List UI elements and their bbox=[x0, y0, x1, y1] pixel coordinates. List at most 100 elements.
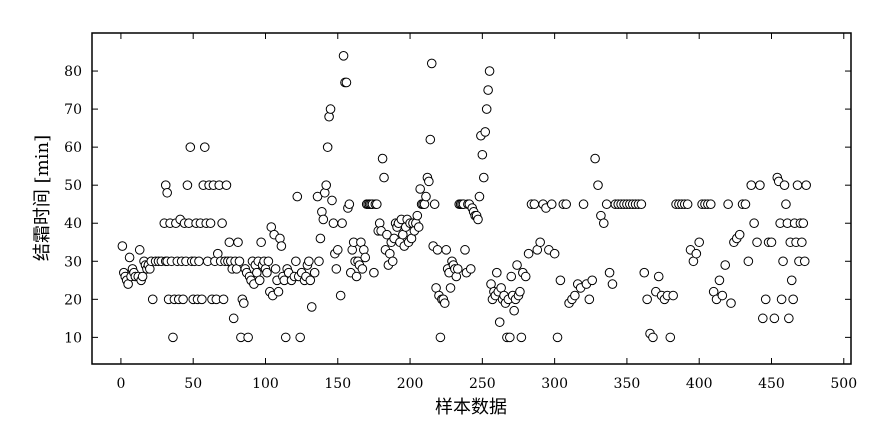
data-point bbox=[117, 241, 128, 251]
data-point bbox=[372, 199, 382, 210]
x-tick-label: 0 bbox=[116, 376, 125, 392]
data-point bbox=[309, 267, 320, 278]
data-point bbox=[432, 245, 443, 255]
data-point bbox=[439, 298, 450, 308]
data-point bbox=[426, 58, 437, 69]
data-point bbox=[478, 172, 489, 183]
data-point bbox=[324, 111, 334, 122]
data-point bbox=[137, 271, 148, 282]
data-point bbox=[786, 275, 797, 286]
data-point bbox=[598, 218, 609, 229]
data-point bbox=[552, 332, 563, 343]
data-point bbox=[755, 180, 765, 190]
data-point bbox=[593, 180, 603, 190]
data-point bbox=[221, 180, 232, 190]
data-point bbox=[419, 199, 430, 210]
data-point bbox=[512, 260, 522, 270]
data-point bbox=[331, 264, 342, 274]
data-point bbox=[477, 149, 488, 160]
data-point bbox=[601, 199, 612, 210]
data-point bbox=[505, 332, 515, 343]
data-point bbox=[412, 210, 423, 221]
y-tick-label: 60 bbox=[64, 140, 82, 156]
data-point bbox=[291, 256, 301, 267]
data-point bbox=[304, 256, 314, 267]
data-point bbox=[280, 332, 291, 343]
data-point bbox=[429, 199, 440, 210]
data-point bbox=[515, 286, 525, 297]
data-point bbox=[254, 275, 265, 286]
data-point bbox=[743, 256, 754, 267]
data-point bbox=[460, 245, 470, 255]
data-point bbox=[636, 199, 647, 210]
data-point bbox=[347, 245, 358, 255]
data-point bbox=[134, 245, 145, 255]
plot-frame bbox=[91, 32, 852, 365]
data-point bbox=[182, 180, 193, 190]
data-point bbox=[723, 199, 733, 210]
data-point bbox=[535, 237, 545, 248]
x-tick-label: 150 bbox=[324, 376, 351, 392]
data-point bbox=[607, 279, 618, 289]
data-point bbox=[474, 191, 485, 202]
data-point bbox=[344, 199, 355, 210]
data-point bbox=[292, 191, 303, 202]
y-tick-label: 20 bbox=[64, 292, 82, 308]
data-point bbox=[561, 199, 571, 210]
data-point bbox=[452, 264, 463, 274]
data-point bbox=[781, 199, 791, 210]
x-axis-label: 样本数据 bbox=[435, 397, 507, 418]
data-point bbox=[717, 290, 728, 301]
data-point bbox=[516, 332, 527, 343]
data-point bbox=[228, 313, 239, 324]
data-point bbox=[484, 66, 495, 76]
data-point bbox=[360, 252, 371, 263]
data-point bbox=[305, 275, 316, 286]
y-axis-label: 结霜时间 [min] bbox=[32, 135, 53, 261]
data-point bbox=[590, 153, 600, 164]
data-point bbox=[145, 264, 155, 274]
data-point bbox=[233, 237, 243, 248]
data-point bbox=[691, 248, 702, 259]
data-point bbox=[584, 294, 595, 305]
data-point bbox=[415, 184, 425, 194]
data-point bbox=[665, 332, 676, 343]
data-point bbox=[784, 313, 794, 324]
data-point bbox=[178, 294, 188, 305]
data-point bbox=[262, 267, 272, 278]
data-point bbox=[445, 283, 456, 293]
data-point bbox=[358, 245, 369, 255]
data-point bbox=[792, 180, 803, 190]
data-point bbox=[546, 199, 557, 210]
data-point bbox=[778, 256, 788, 267]
data-point bbox=[441, 245, 452, 255]
data-point bbox=[668, 290, 678, 301]
data-point bbox=[338, 51, 349, 61]
data-point bbox=[509, 305, 519, 316]
data-point bbox=[760, 294, 771, 305]
data-point bbox=[746, 180, 757, 190]
data-point bbox=[318, 214, 329, 225]
data-point bbox=[424, 176, 434, 187]
x-tick-label: 300 bbox=[541, 376, 568, 392]
y-tick-label: 30 bbox=[64, 254, 82, 270]
data-point bbox=[494, 317, 505, 327]
data-point bbox=[275, 233, 285, 244]
data-point bbox=[481, 104, 492, 114]
data-point bbox=[341, 77, 352, 88]
data-point bbox=[749, 218, 759, 229]
y-tick-label: 70 bbox=[64, 102, 82, 118]
data-point bbox=[769, 313, 780, 324]
y-tick-label: 50 bbox=[64, 178, 82, 194]
data-point bbox=[570, 290, 580, 301]
x-tick-label: 200 bbox=[397, 376, 424, 392]
data-point bbox=[520, 271, 531, 282]
data-point bbox=[335, 290, 346, 301]
data-point bbox=[351, 271, 362, 282]
data-point bbox=[160, 180, 171, 190]
data-point bbox=[758, 313, 768, 324]
data-point bbox=[653, 271, 664, 282]
data-point bbox=[319, 187, 330, 198]
data-point bbox=[720, 260, 731, 270]
